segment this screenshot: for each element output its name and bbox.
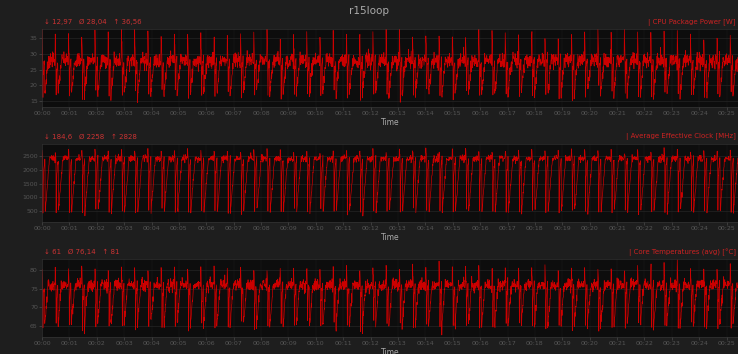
Text: r15loop: r15loop (349, 6, 389, 16)
X-axis label: Time: Time (381, 348, 399, 354)
X-axis label: Time: Time (381, 233, 399, 241)
Text: ↓ 184,6   Ø 2258   ↑ 2828: ↓ 184,6 Ø 2258 ↑ 2828 (44, 134, 137, 140)
Text: ↓ 12,97   Ø 28,04   ↑ 36,56: ↓ 12,97 Ø 28,04 ↑ 36,56 (44, 19, 142, 25)
X-axis label: Time: Time (381, 118, 399, 127)
Text: | CPU Package Power [W]: | CPU Package Power [W] (649, 18, 736, 25)
Text: | Core Temperatures (avg) [°C]: | Core Temperatures (avg) [°C] (629, 248, 736, 256)
Text: | Average Effective Clock [MHz]: | Average Effective Clock [MHz] (626, 133, 736, 141)
Text: ↓ 61   Ø 76,14   ↑ 81: ↓ 61 Ø 76,14 ↑ 81 (44, 249, 120, 255)
